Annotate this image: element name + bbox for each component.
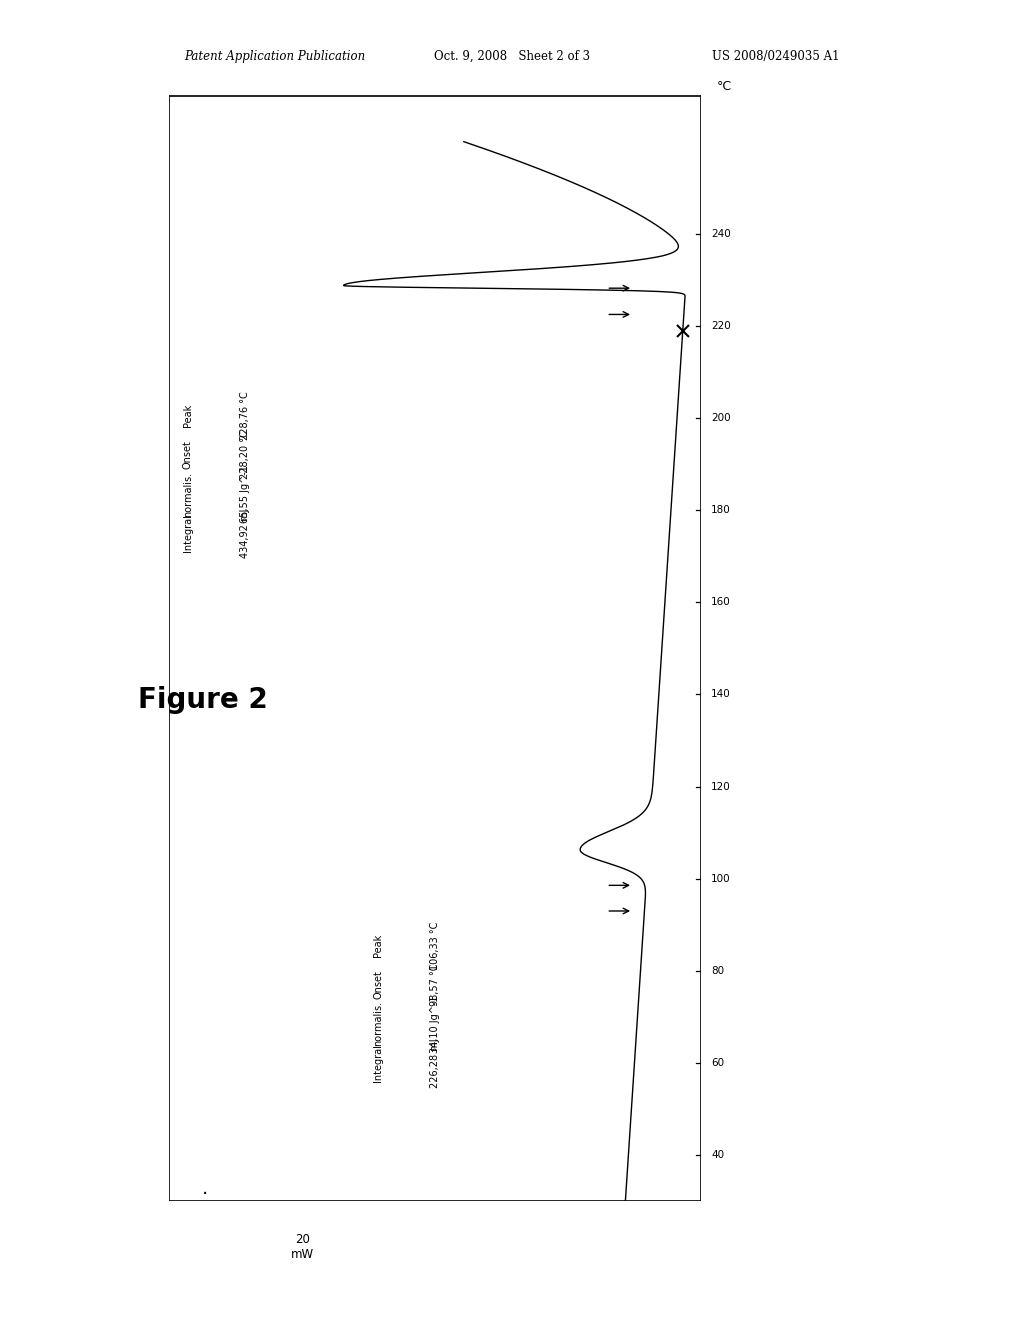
Text: Integral: Integral xyxy=(373,1044,383,1082)
Text: 180: 180 xyxy=(711,506,731,515)
Text: Onset: Onset xyxy=(183,441,193,470)
Text: 80: 80 xyxy=(711,966,724,975)
Text: 20
mW: 20 mW xyxy=(291,1233,313,1262)
Text: 34,10 Jg^-1: 34,10 Jg^-1 xyxy=(430,995,440,1052)
Text: 200: 200 xyxy=(711,413,730,424)
Text: 220: 220 xyxy=(711,321,731,331)
Text: 100: 100 xyxy=(711,874,730,884)
Text: ·: · xyxy=(202,1185,208,1204)
Text: Onset: Onset xyxy=(373,970,383,999)
Text: Oct. 9, 2008   Sheet 2 of 3: Oct. 9, 2008 Sheet 2 of 3 xyxy=(434,50,590,63)
Text: 240: 240 xyxy=(711,228,731,239)
Text: 434,92 mJ: 434,92 mJ xyxy=(240,508,250,558)
Text: 228,76 °C: 228,76 °C xyxy=(240,392,250,440)
Text: 98,57 °C: 98,57 °C xyxy=(430,964,440,1006)
Text: Peak: Peak xyxy=(183,404,193,428)
Text: 120: 120 xyxy=(711,781,731,792)
Text: normalis.: normalis. xyxy=(373,1002,383,1047)
Text: 160: 160 xyxy=(711,598,731,607)
Text: US 2008/0249035 A1: US 2008/0249035 A1 xyxy=(712,50,840,63)
Text: 228,20 °C: 228,20 °C xyxy=(240,430,250,479)
Text: 226,28 mJ: 226,28 mJ xyxy=(430,1039,440,1088)
Text: 140: 140 xyxy=(711,689,731,700)
Text: Patent Application Publication: Patent Application Publication xyxy=(184,50,366,63)
Text: 60: 60 xyxy=(711,1059,724,1068)
Text: 40: 40 xyxy=(711,1150,724,1160)
Text: Integral: Integral xyxy=(183,515,193,552)
Text: 106,33 °C: 106,33 °C xyxy=(430,921,440,970)
Text: °C: °C xyxy=(717,81,732,92)
Text: normalis.: normalis. xyxy=(183,471,193,516)
Text: 65,55 Jg^-1: 65,55 Jg^-1 xyxy=(240,465,250,523)
Text: Peak: Peak xyxy=(373,935,383,957)
Text: Figure 2: Figure 2 xyxy=(138,685,268,714)
